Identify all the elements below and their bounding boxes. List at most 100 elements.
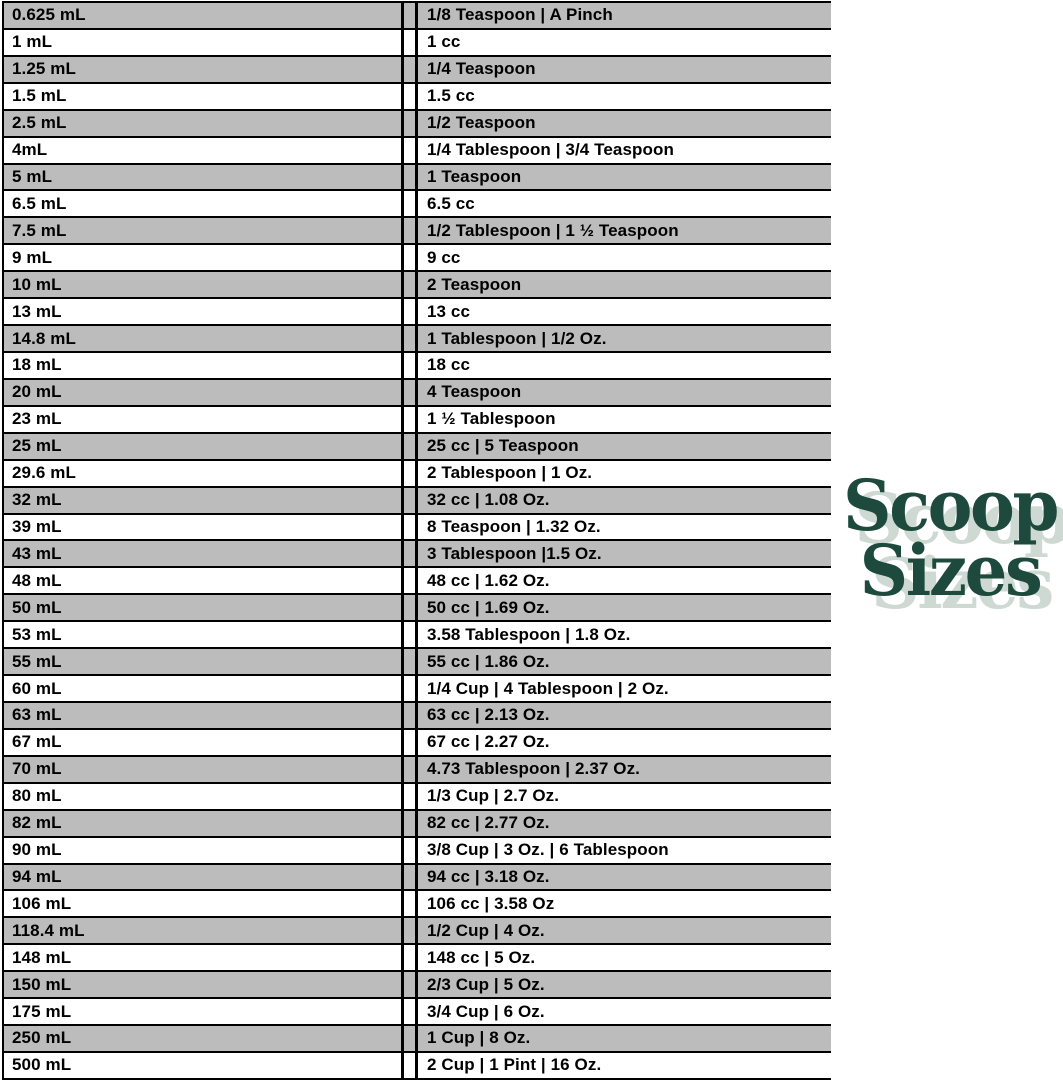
ml-cell: 0.625 mL xyxy=(4,3,404,28)
ml-cell: 67 mL xyxy=(4,729,404,755)
equivalent-cell: 94 cc | 3.18 Oz. xyxy=(415,864,831,890)
equivalent-cell: 1 Teaspoon xyxy=(415,164,831,190)
column-divider-gap xyxy=(404,595,415,620)
ml-cell: 90 mL xyxy=(4,837,404,863)
ml-cell: 148 mL xyxy=(4,945,404,971)
ml-cell: 175 mL xyxy=(4,999,404,1025)
table-row: 7.5 mL 1/2 Tablespoon | 1 ½ Teaspoon xyxy=(4,218,831,246)
table-row: 6.5 mL 6.5 cc xyxy=(4,191,831,219)
table-row: 50 mL 50 cc | 1.69 Oz. xyxy=(4,595,831,623)
table-row: 10 mL 2 Teaspoon xyxy=(4,272,831,300)
scoop-sizes-logo: Scoop Sizes xyxy=(838,464,1062,612)
column-divider-gap xyxy=(404,299,415,324)
equivalent-cell: 1 cc xyxy=(415,29,831,55)
column-divider-gap xyxy=(404,353,415,378)
equivalent-cell: 1/4 Tablespoon | 3/4 Teaspoon xyxy=(415,137,831,163)
column-divider-gap xyxy=(404,326,415,351)
table-row: 1 mL 1 cc xyxy=(4,29,831,57)
ml-cell: 1 mL xyxy=(4,29,404,55)
equivalent-cell: 55 cc | 1.86 Oz. xyxy=(415,649,831,675)
ml-cell: 106 mL xyxy=(4,891,404,917)
column-divider-gap xyxy=(404,138,415,163)
table-row: 39 mL 8 Teaspoon | 1.32 Oz. xyxy=(4,514,831,542)
column-divider-gap xyxy=(404,434,415,459)
column-divider-gap xyxy=(404,784,415,809)
ml-cell: 1.25 mL xyxy=(4,56,404,82)
equivalent-cell: 67 cc | 2.27 Oz. xyxy=(415,729,831,755)
ml-cell: 118.4 mL xyxy=(4,918,404,944)
column-divider-gap xyxy=(404,1053,415,1078)
ml-cell: 250 mL xyxy=(4,1026,404,1051)
ml-cell: 5 mL xyxy=(4,164,404,190)
table-row: 18 mL 18 cc xyxy=(4,352,831,380)
table-row: 500 mL 2 Cup | 1 Pint | 16 Oz. xyxy=(4,1052,831,1080)
column-divider-gap xyxy=(404,272,415,297)
equivalent-cell: 1/3 Cup | 2.7 Oz. xyxy=(415,783,831,809)
table-row: 60 mL 1/4 Cup | 4 Tablespoon | 2 Oz. xyxy=(4,676,831,703)
table-row: 25 mL 25 cc | 5 Teaspoon xyxy=(4,433,831,461)
equivalent-cell: 63 cc | 2.13 Oz. xyxy=(415,702,831,728)
ml-cell: 39 mL xyxy=(4,514,404,540)
table-row: 63 mL 63 cc | 2.13 Oz. xyxy=(4,702,831,730)
equivalent-cell: 1 Cup | 8 Oz. xyxy=(415,1026,831,1051)
ml-cell: 63 mL xyxy=(4,702,404,728)
table-row: 67 mL 67 cc | 2.27 Oz. xyxy=(4,729,831,757)
ml-cell: 1.5 mL xyxy=(4,83,404,109)
column-divider-gap xyxy=(404,703,415,728)
column-divider-gap xyxy=(404,191,415,216)
column-divider-gap xyxy=(404,218,415,243)
table-row: 2.5 mL 1/2 Teaspoon xyxy=(4,110,831,138)
ml-cell: 14.8 mL xyxy=(4,326,404,351)
equivalent-cell: 1/8 Teaspoon | A Pinch xyxy=(415,3,831,28)
equivalent-cell: 2 Cup | 1 Pint | 16 Oz. xyxy=(415,1052,831,1078)
column-divider-gap xyxy=(404,918,415,943)
equivalent-cell: 6.5 cc xyxy=(415,191,831,217)
table-row: 20 mL 4 Teaspoon xyxy=(4,379,831,407)
equivalent-cell: 1.5 cc xyxy=(415,83,831,109)
ml-cell: 18 mL xyxy=(4,352,404,378)
equivalent-cell: 2 Tablespoon | 1 Oz. xyxy=(415,460,831,486)
ml-cell: 55 mL xyxy=(4,649,404,675)
column-divider-gap xyxy=(404,380,415,405)
column-divider-gap xyxy=(404,515,415,540)
table-row: 4mL 1/4 Tablespoon | 3/4 Teaspoon xyxy=(4,137,831,165)
table-row: 70 mL 4.73 Tablespoon | 2.37 Oz. xyxy=(4,756,831,784)
table-row: 32 mL 32 cc | 1.08 Oz. xyxy=(4,487,831,515)
equivalent-cell: 1/2 Teaspoon xyxy=(415,110,831,136)
ml-cell: 9 mL xyxy=(4,245,404,271)
column-divider-gap xyxy=(404,622,415,647)
column-divider-gap xyxy=(404,111,415,136)
column-divider-gap xyxy=(404,999,415,1024)
ml-cell: 53 mL xyxy=(4,622,404,648)
equivalent-cell: 4.73 Tablespoon | 2.37 Oz. xyxy=(415,756,831,782)
equivalent-cell: 2/3 Cup | 5 Oz. xyxy=(415,972,831,998)
equivalent-cell: 82 cc | 2.77 Oz. xyxy=(415,810,831,836)
equivalent-cell: 32 cc | 1.08 Oz. xyxy=(415,487,831,513)
table-row: 250 mL 1 Cup | 8 Oz. xyxy=(4,1026,831,1053)
column-divider-gap xyxy=(404,84,415,109)
column-divider-gap xyxy=(404,3,415,28)
equivalent-cell: 50 cc | 1.69 Oz. xyxy=(415,595,831,621)
equivalent-cell: 1/4 Teaspoon xyxy=(415,56,831,82)
logo-line-2: Sizes xyxy=(859,529,1043,612)
ml-cell: 25 mL xyxy=(4,433,404,459)
logo-line-1: Scoop xyxy=(842,464,1059,547)
table-row: 1.5 mL 1.5 cc xyxy=(4,83,831,111)
table-row: 1.25 mL 1/4 Teaspoon xyxy=(4,56,831,84)
equivalent-cell: 1/2 Tablespoon | 1 ½ Teaspoon xyxy=(415,218,831,244)
ml-cell: 60 mL xyxy=(4,676,404,701)
column-divider-gap xyxy=(404,461,415,486)
table-row: 94 mL 94 cc | 3.18 Oz. xyxy=(4,864,831,892)
column-divider-gap xyxy=(404,676,415,701)
ml-cell: 32 mL xyxy=(4,487,404,513)
column-divider-gap xyxy=(404,541,415,566)
table-row: 106 mL 106 cc | 3.58 Oz xyxy=(4,891,831,919)
ml-cell: 82 mL xyxy=(4,810,404,836)
table-row: 148 mL 148 cc | 5 Oz. xyxy=(4,945,831,973)
ml-cell: 7.5 mL xyxy=(4,218,404,244)
ml-cell: 6.5 mL xyxy=(4,191,404,217)
ml-cell: 4mL xyxy=(4,137,404,163)
table-row: 13 mL 13 cc xyxy=(4,299,831,327)
column-divider-gap xyxy=(404,30,415,55)
equivalent-cell: 48 cc | 1.62 Oz. xyxy=(415,568,831,594)
